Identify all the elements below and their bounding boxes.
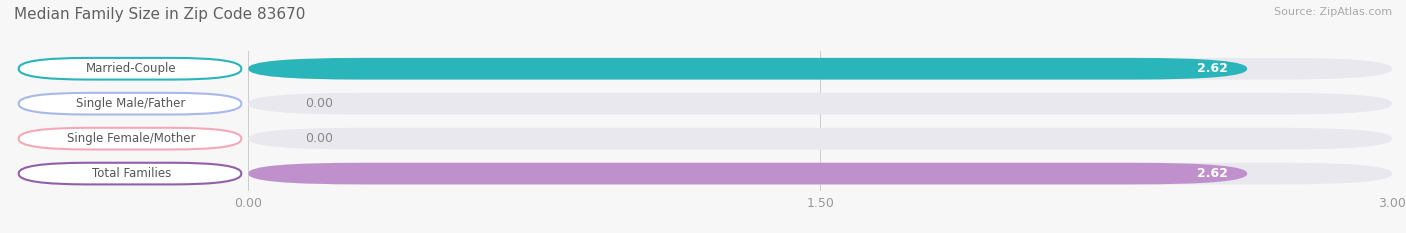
FancyBboxPatch shape (249, 93, 1392, 115)
FancyBboxPatch shape (249, 128, 1392, 150)
Text: Married-Couple: Married-Couple (86, 62, 177, 75)
Text: 2.62: 2.62 (1197, 62, 1227, 75)
Text: 0.00: 0.00 (305, 132, 333, 145)
FancyBboxPatch shape (18, 58, 242, 80)
FancyBboxPatch shape (249, 58, 1392, 80)
Text: Single Male/Father: Single Male/Father (76, 97, 186, 110)
Text: Median Family Size in Zip Code 83670: Median Family Size in Zip Code 83670 (14, 7, 305, 22)
FancyBboxPatch shape (18, 128, 242, 150)
FancyBboxPatch shape (18, 163, 242, 185)
FancyBboxPatch shape (249, 163, 1247, 185)
FancyBboxPatch shape (18, 93, 242, 115)
Text: Source: ZipAtlas.com: Source: ZipAtlas.com (1274, 7, 1392, 17)
Text: Total Families: Total Families (91, 167, 170, 180)
Text: 0.00: 0.00 (305, 97, 333, 110)
Text: 2.62: 2.62 (1197, 167, 1227, 180)
FancyBboxPatch shape (249, 163, 1392, 185)
FancyBboxPatch shape (249, 58, 1247, 80)
Text: Single Female/Mother: Single Female/Mother (67, 132, 195, 145)
